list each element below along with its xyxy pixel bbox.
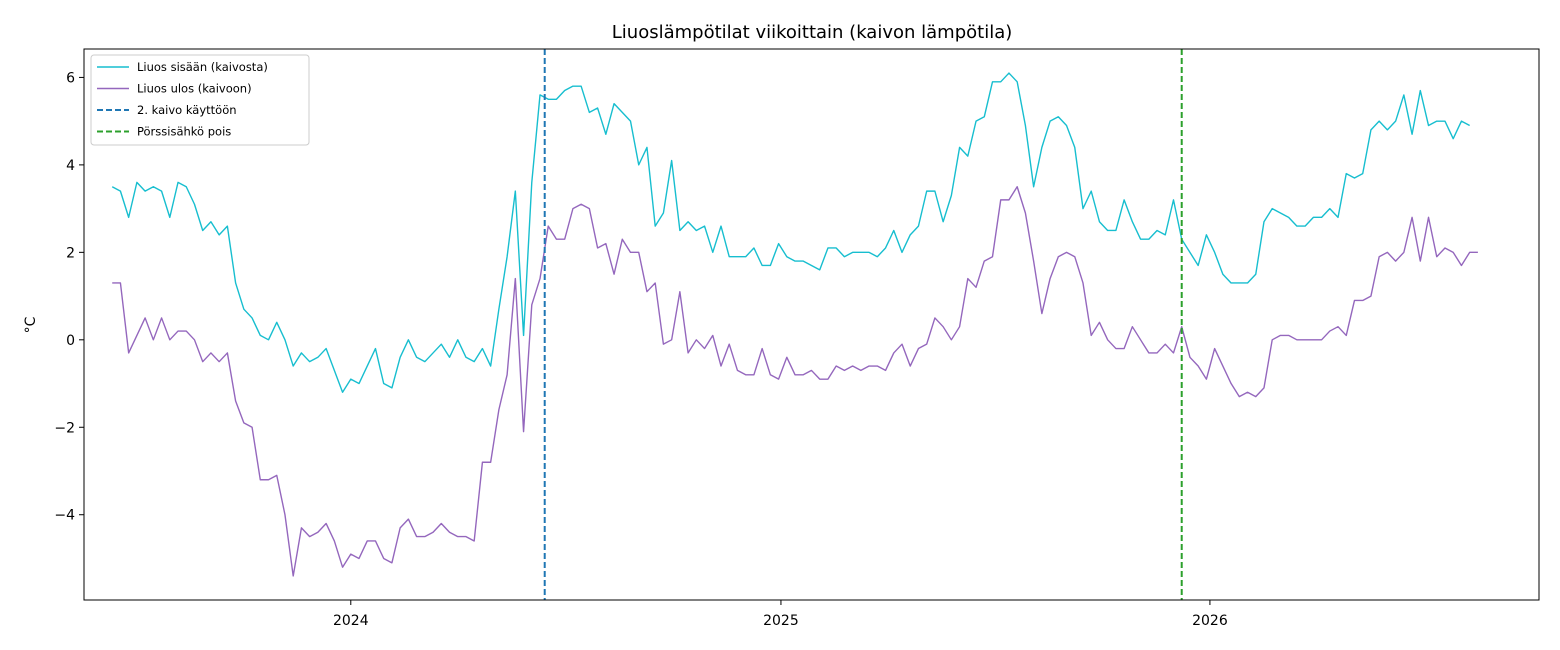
legend-label-spot-price: Pörssisähkö pois xyxy=(137,125,231,139)
x-axis: 2024 2025 2026 xyxy=(333,600,1228,629)
legend-label-inflow: Liuos sisään (kaivosta) xyxy=(137,60,268,74)
y-tick-label: 4 xyxy=(66,158,75,174)
legend: Liuos sisään (kaivosta) Liuos ulos (kaiv… xyxy=(90,54,310,146)
y-tick-label: −4 xyxy=(54,508,75,524)
y-axis-label: °C xyxy=(23,316,39,333)
chart-title: Liuoslämpötilat viikoittain (kaivon lämp… xyxy=(612,22,1013,43)
legend-label-outflow: Liuos ulos (kaivoon) xyxy=(137,82,252,96)
plot-frame xyxy=(83,48,1540,601)
y-tick-label: 0 xyxy=(66,333,75,349)
x-tick-label: 2026 xyxy=(1192,613,1228,629)
series-layer xyxy=(111,72,1478,577)
y-axis: −4 −2 0 2 4 6 xyxy=(54,70,84,524)
legend-label-second-well: 2. kaivo käyttöön xyxy=(137,103,237,117)
y-tick-label: 6 xyxy=(66,70,75,86)
legend-box xyxy=(90,54,310,146)
y-tick-label: −2 xyxy=(54,420,75,436)
series-line-1 xyxy=(111,72,1470,393)
series-line-2 xyxy=(112,186,1478,577)
vline-layer xyxy=(543,49,1183,600)
x-tick-label: 2024 xyxy=(333,613,369,629)
y-tick-label: 2 xyxy=(66,245,75,261)
x-tick-label: 2025 xyxy=(763,613,799,629)
